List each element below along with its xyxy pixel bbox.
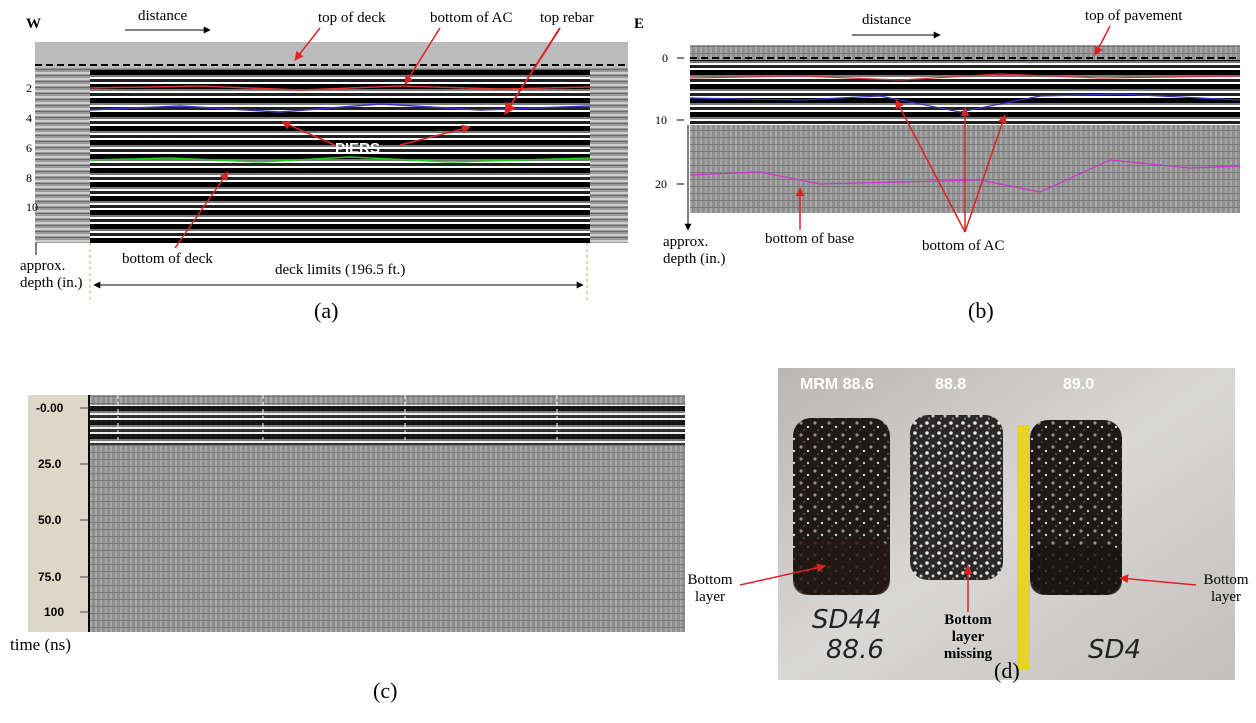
annotation: Bottom layer [680,572,740,606]
annotation-line: Bottom [944,612,992,628]
side-label: W [26,16,41,32]
annotation: Bottom layer missing [930,612,1006,663]
handwriting: 88.6 [826,635,884,665]
time-tick: 50.0 [38,513,62,527]
depth-tick: 10 [655,113,667,127]
time-tick: -0.00 [36,401,64,415]
axis-label: approx. [20,258,66,274]
annotation-line: Bottom [1203,572,1249,588]
annotation-line: layer [951,629,985,645]
annotation: top of deck [318,10,386,26]
side-label: E [634,16,645,32]
core-label: MRM 88.6 [800,376,874,393]
distance-label: distance [138,8,188,24]
annotation-line: layer [1211,589,1241,605]
core-label: 89.0 [1063,376,1095,393]
caption: (c) [373,678,398,703]
depth-tick: 4 [26,111,32,125]
depth-tick: 20 [655,177,667,191]
depth-tick: 2 [26,81,32,95]
span-label: deck limits (196.5 ft.) [275,262,406,278]
annotation-line: missing [943,646,993,662]
distance-label: distance [862,12,912,28]
annotation-line: Bottom [687,572,733,588]
annotation: bottom of deck [122,251,213,267]
caption: (b) [968,298,994,323]
annotation: bottom of AC [430,10,513,26]
annotation: top of pavement [1085,8,1183,24]
annotation: top rebar [540,10,594,26]
caption: (d) [994,658,1020,683]
time-tick: 25.0 [38,457,62,471]
handwriting: SD44 [812,605,882,635]
time-tick: 100 [44,605,65,619]
depth-tick: 10 [26,200,38,214]
axis-label: approx. [663,234,709,250]
depth-tick: 6 [26,141,32,155]
time-tick: 75.0 [38,570,62,584]
depth-tick: 8 [26,171,32,185]
annotation: bottom of base [765,231,855,247]
axis-label: time (ns) [10,635,71,654]
annotation-line: layer [695,589,725,605]
axis-label: depth (in.) [20,275,83,291]
annotation: Bottom layer [1196,572,1256,606]
caption: (a) [314,298,339,323]
axis-label: depth (in.) [663,251,726,267]
core-label: 88.8 [935,376,967,393]
depth-tick: 0 [662,51,668,65]
handwriting: SD4 [1088,635,1142,665]
annotation: PIERS [335,140,381,157]
annotation: bottom of AC [922,238,1005,254]
